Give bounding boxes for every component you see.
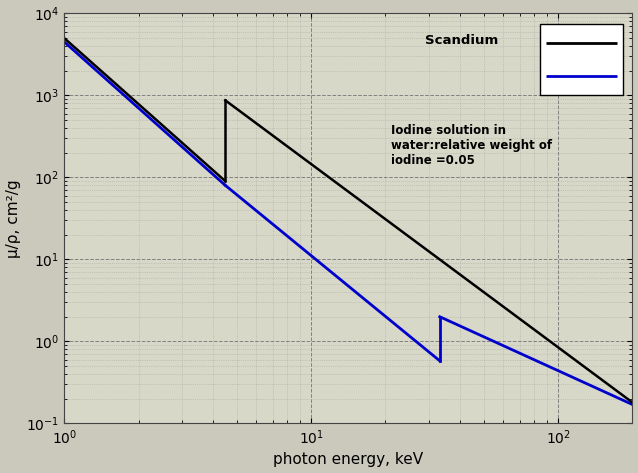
Bar	[540, 24, 623, 96]
Y-axis label: μ/ρ, cm²/g: μ/ρ, cm²/g	[6, 179, 20, 258]
Text: Scandium: Scandium	[425, 34, 498, 47]
Text: Iodine solution in
water:relative weight of
iodine =0.05: Iodine solution in water:relative weight…	[391, 124, 552, 167]
X-axis label: photon energy, keV: photon energy, keV	[273, 453, 424, 467]
